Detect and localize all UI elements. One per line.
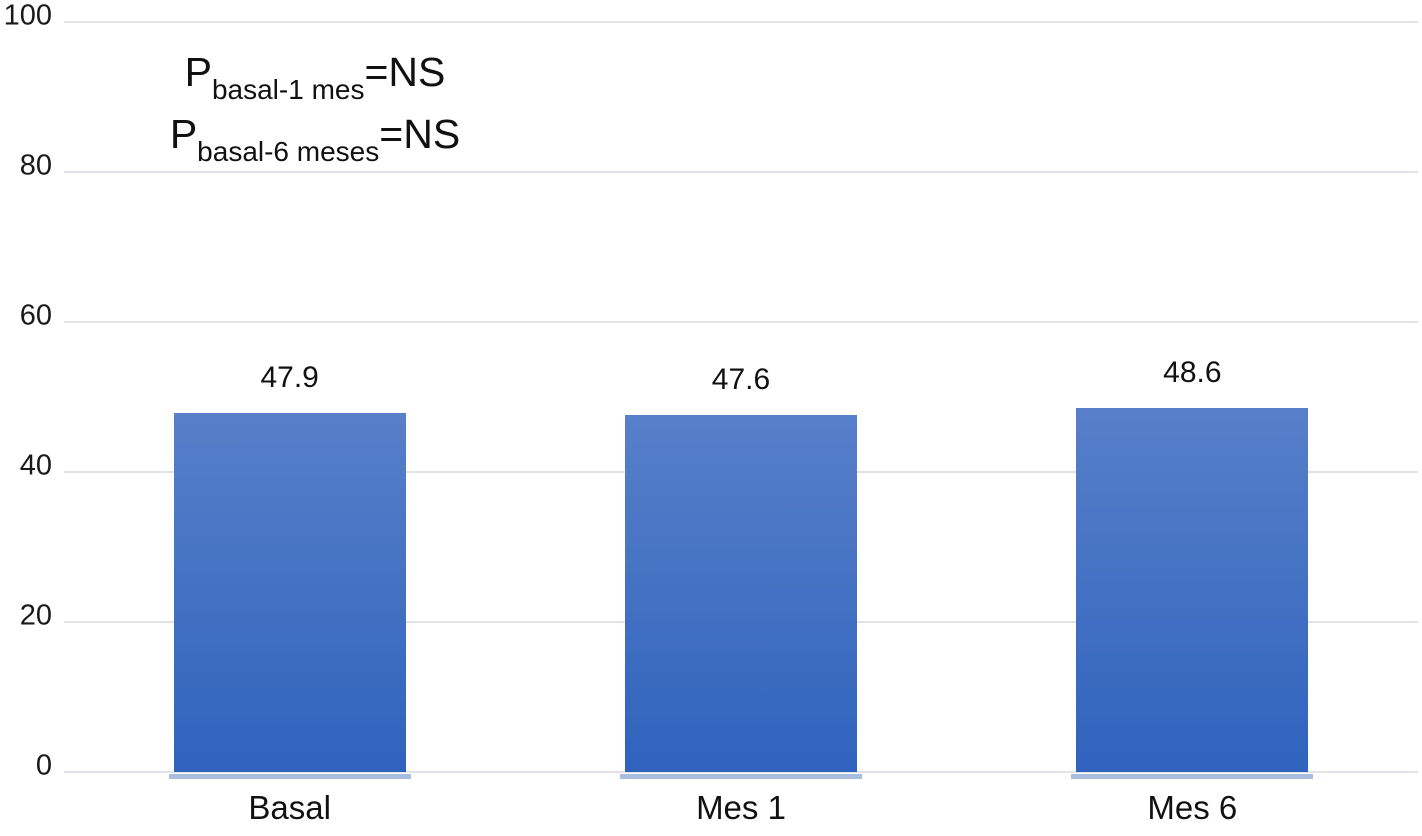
bar <box>173 412 406 772</box>
y-tick-label: 80 <box>19 149 52 182</box>
bar-base-stripe <box>620 774 862 779</box>
annotation-base: P <box>184 49 212 95</box>
y-tick-label: 100 <box>3 0 52 32</box>
plot-area: 47.9 47.6 48.6 <box>64 21 1418 779</box>
y-tick-label: 20 <box>19 599 52 632</box>
p-value-annotation: Pbasal-1 mes=NS Pbasal-6 meses=NS <box>130 46 500 170</box>
bar-base-stripe <box>168 774 411 779</box>
annotation-rest: =NS <box>379 111 461 157</box>
bar-value-label: 48.6 <box>1163 355 1222 389</box>
bar-value-label: 47.6 <box>711 363 771 396</box>
y-tick-label: 0 <box>35 749 52 782</box>
annotation-base: P <box>169 111 198 157</box>
bar-value-label: 47.9 <box>260 360 319 394</box>
y-tick-label: 40 <box>19 449 52 482</box>
bar <box>1076 407 1309 772</box>
annotation-subscript: basal-6 meses <box>197 136 380 167</box>
x-tick-label: Mes 1 <box>696 789 786 826</box>
bar <box>625 415 857 772</box>
bar-base-stripe <box>1071 774 1314 779</box>
x-tick-label: Basal <box>248 789 331 826</box>
gridline <box>64 171 1418 173</box>
y-axis: 0 20 40 60 80 100 <box>0 1 52 780</box>
y-tick-label: 60 <box>19 299 52 332</box>
gridline <box>64 321 1418 323</box>
annotation-line: Pbasal-1 mes=NS <box>130 46 500 108</box>
x-axis: Basal Mes 1 Mes 6 <box>64 788 1418 836</box>
annotation-subscript: basal-1 mes <box>211 74 365 105</box>
gridline <box>64 21 1418 23</box>
gridline <box>64 771 1418 773</box>
annotation-line: Pbasal-6 meses=NS <box>130 108 500 170</box>
x-tick-label: Mes 6 <box>1147 789 1238 826</box>
annotation-rest: =NS <box>364 49 446 95</box>
